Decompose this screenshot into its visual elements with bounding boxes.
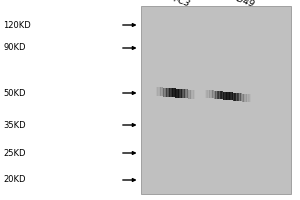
Text: PC3: PC3 [172,0,192,9]
Text: 20KD: 20KD [3,176,26,184]
Text: 35KD: 35KD [3,120,26,130]
Text: A549: A549 [231,0,256,9]
Text: 120KD: 120KD [3,21,31,29]
Bar [141,6,291,194]
Text: 50KD: 50KD [3,88,26,98]
Text: 25KD: 25KD [3,148,26,158]
Text: 90KD: 90KD [3,44,26,52]
